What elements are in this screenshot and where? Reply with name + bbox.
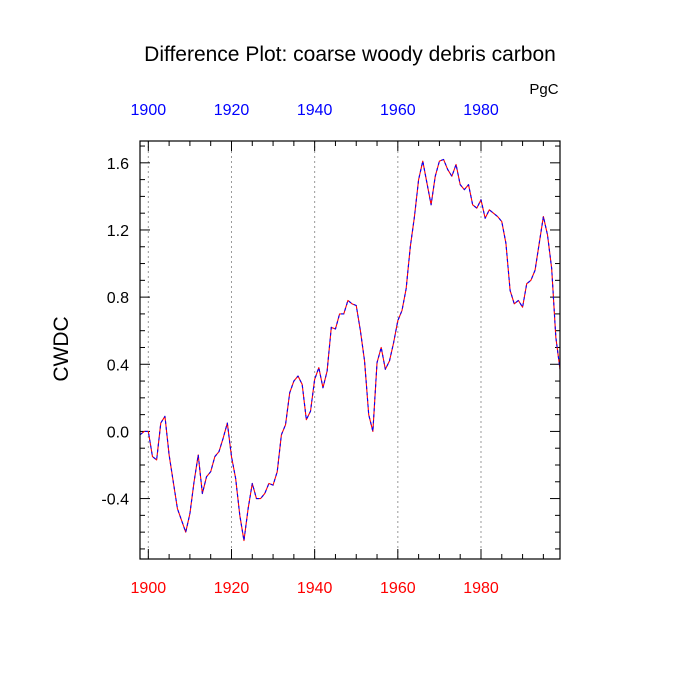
x-tick-label-bottom: 1960	[380, 580, 416, 597]
chart-title: Difference Plot: coarse woody debris car…	[144, 43, 556, 66]
x-tick-label-top: 1980	[463, 102, 499, 119]
series-line-red	[139, 158, 561, 542]
y-axis-label: CWDC	[50, 316, 73, 381]
y-tick-label: 0.8	[107, 290, 129, 307]
x-tick-label-bottom: 1920	[214, 580, 250, 597]
axis-ticks	[140, 141, 560, 559]
y-tick-label: -0.4	[101, 492, 129, 509]
y-tick-label: 1.6	[107, 156, 129, 173]
plot-frame	[139, 140, 561, 560]
x-tick-label-top: 1920	[214, 102, 250, 119]
tick-labels: 1900 1900 1920 1920 1940 1940 1960 1960 1980 1980…	[101, 102, 498, 597]
series-layer	[139, 158, 561, 542]
x-tick-label-top: 1900	[131, 102, 167, 119]
x-tick-label-bottom: 1940	[297, 580, 333, 597]
x-tick-label-bottom: 1900	[131, 580, 167, 597]
y-tick-label: 0.4	[107, 357, 129, 374]
x-tick-label-top: 1940	[297, 102, 333, 119]
series-line-blue	[139, 158, 561, 542]
y-tick-label: 0.0	[107, 424, 129, 441]
x-tick-label-bottom: 1980	[463, 580, 499, 597]
y-tick-label: 1.2	[107, 223, 129, 240]
units-label: PgC	[529, 81, 558, 98]
x-tick-label-top: 1960	[380, 102, 416, 119]
